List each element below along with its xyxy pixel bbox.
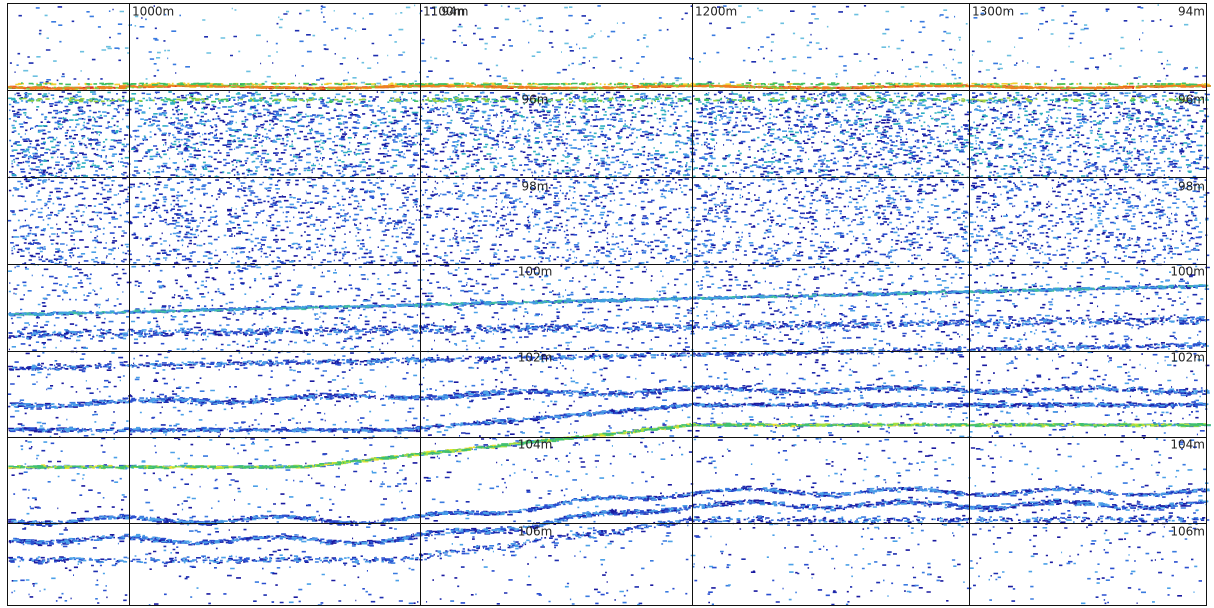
depth-label: 106m xyxy=(518,525,553,539)
echo-speckle xyxy=(18,82,1198,104)
depth-label: 102m xyxy=(518,351,553,365)
echo-speckle xyxy=(8,422,1211,470)
grid: 1000m 1100m 1200m 1300m 94m 96m 98m 100m 102m 104… xyxy=(7,3,1207,606)
depth-label: 98m xyxy=(1178,180,1205,194)
distance-label: 1100m xyxy=(423,5,465,19)
depth-label: 96m xyxy=(1178,93,1205,107)
echo-speckle xyxy=(8,91,1210,606)
depth-label: 94m xyxy=(1178,5,1205,19)
depth-label: 104m xyxy=(518,438,553,452)
echo-speckle xyxy=(22,96,1203,104)
echo-speckle xyxy=(23,4,1198,86)
echo-speckle xyxy=(8,83,1211,91)
distance-label: 1000m xyxy=(132,5,174,19)
echo-returns xyxy=(8,4,1211,606)
depth-label: 96m xyxy=(522,93,549,107)
depth-label: 98m xyxy=(522,180,549,194)
depth-label: 104m xyxy=(1170,438,1205,452)
depth-label: 100m xyxy=(518,265,553,279)
depth-label: 100m xyxy=(1170,265,1205,279)
distance-label: 1200m xyxy=(695,5,737,19)
depth-label: 102m xyxy=(1170,351,1205,365)
depth-label: 94m xyxy=(442,5,469,19)
depth-label: 106m xyxy=(1170,525,1205,539)
frame xyxy=(7,3,1207,606)
distance-label: 1300m xyxy=(972,5,1014,19)
